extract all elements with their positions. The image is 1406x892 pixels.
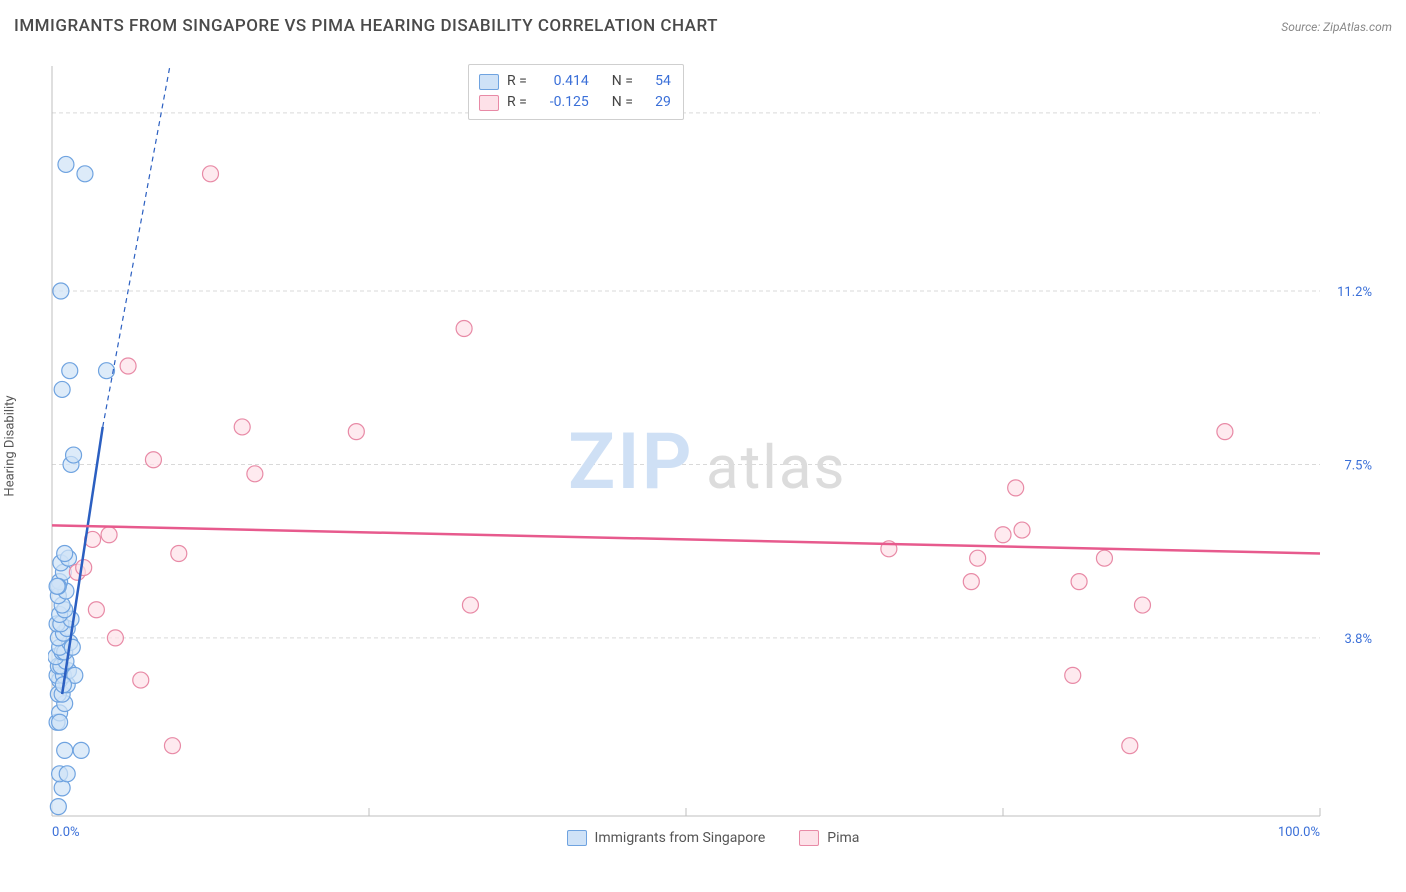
data-point-pima — [963, 574, 979, 590]
data-point-singapore — [77, 166, 93, 182]
data-point-pima — [1096, 550, 1112, 566]
data-point-singapore — [52, 714, 68, 730]
N-label: N = — [612, 71, 633, 92]
data-point-singapore — [50, 799, 66, 815]
trend-line-dash-singapore — [103, 66, 170, 427]
data-point-pima — [1071, 574, 1087, 590]
data-point-pima — [1217, 424, 1233, 440]
data-point-singapore — [66, 447, 82, 463]
data-point-pima — [107, 630, 123, 646]
data-point-singapore — [99, 363, 115, 379]
N-label: N = — [612, 92, 633, 113]
legend-swatch — [479, 74, 499, 90]
legend-label: Immigrants from Singapore — [595, 830, 766, 846]
N-value: 29 — [641, 92, 671, 113]
stats-legend-row: R = 0.414 N = 54 — [479, 71, 671, 92]
y-tick-label: 3.8% — [1344, 632, 1372, 647]
series-legend: Immigrants from Singapore Pima — [48, 830, 1378, 846]
data-point-pima — [348, 424, 364, 440]
source-attribution: Source: ZipAtlas.com — [1281, 20, 1392, 34]
data-point-singapore — [62, 363, 78, 379]
data-point-pima — [234, 419, 250, 435]
legend-item: Immigrants from Singapore — [567, 830, 766, 846]
N-value: 54 — [641, 71, 671, 92]
data-point-pima — [1122, 738, 1138, 754]
data-point-singapore — [64, 639, 80, 655]
data-point-pima — [456, 321, 472, 337]
data-point-pima — [101, 527, 117, 543]
plot-area: 3.8%7.5%11.2%0.0%100.0% ZIP atlas R =0.4… — [48, 58, 1378, 848]
trend-line-pima — [52, 525, 1320, 553]
y-tick-label: 7.5% — [1344, 458, 1372, 473]
legend-label: Pima — [827, 830, 859, 846]
data-point-pima — [133, 672, 149, 688]
data-point-pima — [995, 527, 1011, 543]
legend-swatch — [567, 830, 587, 846]
scatter-plot-svg: 3.8%7.5%11.2%0.0%100.0% — [48, 58, 1378, 848]
stats-legend: R = 0.414 N = 54 R = -0.125 N = 29 — [468, 64, 684, 120]
data-point-pima — [1065, 667, 1081, 683]
R-value: 0.414 — [535, 71, 589, 92]
legend-swatch — [799, 830, 819, 846]
y-axis-label: Hearing Disability — [3, 395, 18, 496]
data-point-singapore — [58, 156, 74, 172]
title-bar: IMMIGRANTS FROM SINGAPORE VS PIMA HEARIN… — [14, 16, 1392, 36]
data-point-pima — [203, 166, 219, 182]
stats-legend-row: R = -0.125 N = 29 — [479, 92, 671, 113]
data-point-pima — [1008, 480, 1024, 496]
data-point-pima — [970, 550, 986, 566]
data-point-pima — [88, 602, 104, 618]
data-point-pima — [1134, 597, 1150, 613]
data-point-singapore — [49, 578, 65, 594]
data-point-singapore — [73, 742, 89, 758]
R-value: -0.125 — [535, 92, 589, 113]
chart-title: IMMIGRANTS FROM SINGAPORE VS PIMA HEARIN… — [14, 16, 718, 36]
legend-item: Pima — [799, 830, 859, 846]
R-label: R = — [507, 71, 527, 92]
data-point-pima — [462, 597, 478, 613]
data-point-pima — [164, 738, 180, 754]
data-point-pima — [120, 358, 136, 374]
legend-swatch — [479, 95, 499, 111]
data-point-pima — [1014, 522, 1030, 538]
data-point-singapore — [54, 381, 70, 397]
data-point-pima — [171, 546, 187, 562]
data-point-pima — [76, 560, 92, 576]
data-point-pima — [145, 452, 161, 468]
data-point-singapore — [57, 546, 73, 562]
data-point-singapore — [57, 742, 73, 758]
data-point-singapore — [53, 283, 69, 299]
R-label: R = — [507, 92, 527, 113]
data-point-pima — [247, 466, 263, 482]
data-point-singapore — [59, 766, 75, 782]
y-tick-label: 11.2% — [1337, 285, 1372, 300]
